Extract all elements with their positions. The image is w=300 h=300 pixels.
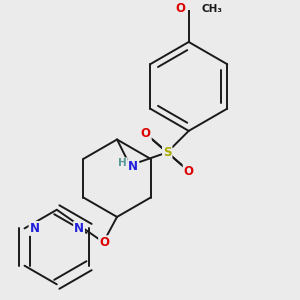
Text: CH₃: CH₃ — [202, 4, 223, 14]
Text: O: O — [141, 127, 151, 140]
Text: N: N — [29, 222, 40, 235]
Text: N: N — [128, 160, 138, 173]
Text: S: S — [163, 146, 172, 159]
Text: N: N — [74, 222, 84, 235]
Text: H: H — [118, 158, 127, 168]
Text: O: O — [99, 236, 109, 249]
Text: O: O — [184, 164, 194, 178]
Text: O: O — [175, 2, 185, 16]
